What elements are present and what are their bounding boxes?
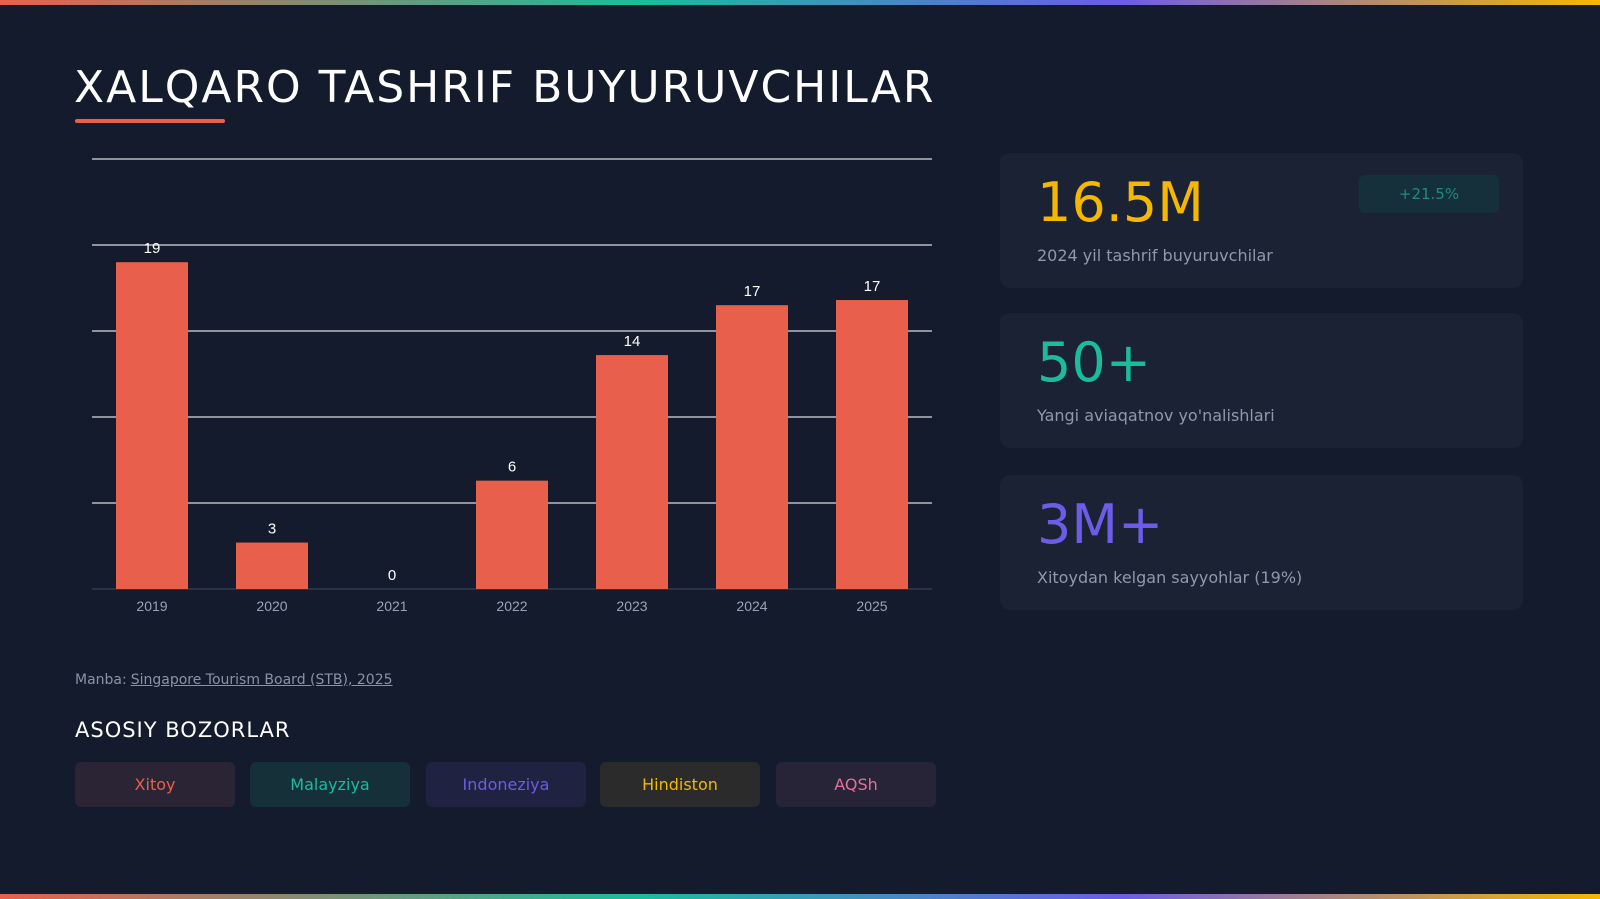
stat-badge: +21.5% xyxy=(1359,175,1499,213)
value-label: 17 xyxy=(864,278,881,295)
x-tick-label: 2022 xyxy=(496,598,527,614)
value-label: 19 xyxy=(144,240,161,257)
market-chip[interactable]: Xitoy xyxy=(75,762,235,807)
source-prefix: Manba: xyxy=(75,672,127,688)
x-tick-label: 2020 xyxy=(256,598,287,614)
value-label: 17 xyxy=(744,283,761,300)
market-chip[interactable]: AQSh xyxy=(776,762,936,807)
stat-value: 16.5M xyxy=(1037,171,1204,234)
value-label: 14 xyxy=(624,333,641,350)
top-accent xyxy=(0,0,1600,5)
stat-label: Yangi aviaqatnov yo'nalishlari xyxy=(1037,406,1275,425)
source-link[interactable]: Singapore Tourism Board (STB), 2025 xyxy=(130,672,393,688)
market-chip[interactable]: Malayziya xyxy=(250,762,410,807)
x-tick-label: 2025 xyxy=(856,598,887,614)
value-label: 6 xyxy=(508,459,516,476)
stat-card: 3M+ Xitoydan kelgan sayyohlar (19%) xyxy=(1000,475,1523,610)
source: Manba: Singapore Tourism Board (STB), 202… xyxy=(75,672,393,688)
bar xyxy=(236,542,308,589)
value-label: 3 xyxy=(268,521,276,538)
x-tick-label: 2021 xyxy=(376,598,407,614)
x-tick-label: 2024 xyxy=(736,598,767,614)
bar xyxy=(116,262,188,589)
stat-label: Xitoydan kelgan sayyohlar (19%) xyxy=(1037,568,1303,587)
x-tick-label: 2019 xyxy=(136,598,167,614)
bar xyxy=(716,305,788,589)
market-chip[interactable]: Hindiston xyxy=(600,762,760,807)
stat-card: 16.5M +21.5% 2024 yil tashrif buyuruvchi… xyxy=(1000,153,1523,288)
market-chip[interactable]: Indoneziya xyxy=(426,762,586,807)
title-underline xyxy=(75,119,225,123)
section-title: ASOSIY BOZORLAR xyxy=(75,718,291,742)
bar xyxy=(836,300,908,589)
slide-title: XALQARO TASHRIF BUYURUVCHILAR xyxy=(74,62,936,113)
stat-label: 2024 yil tashrif buyuruvchilar xyxy=(1037,246,1273,265)
bar xyxy=(596,355,668,589)
bar xyxy=(476,480,548,589)
chart: 2019 19 2020 3 2021 0 2022 6 2023 14 2024 17 2025 17 xyxy=(92,158,932,614)
stat-value: 3M+ xyxy=(1037,493,1164,556)
stat-value: 50+ xyxy=(1037,331,1151,394)
x-tick-label: 2023 xyxy=(616,598,647,614)
stat-card: 50+ Yangi aviaqatnov yo'nalishlari xyxy=(1000,313,1523,448)
bottom-accent xyxy=(0,894,1600,899)
value-label: 0 xyxy=(388,567,396,584)
